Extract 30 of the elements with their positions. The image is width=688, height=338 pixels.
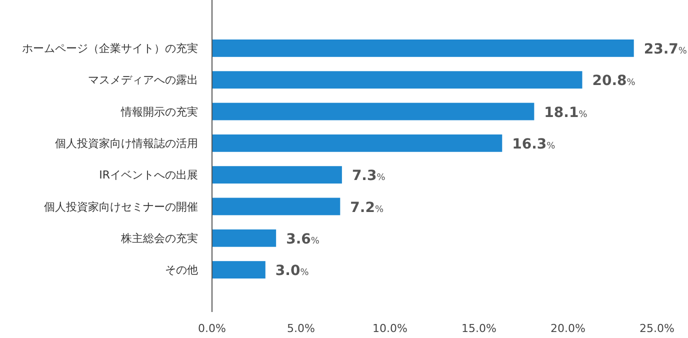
x-tick-label: 25.0% bbox=[640, 322, 674, 335]
data-label: 7.2% bbox=[350, 200, 384, 216]
data-label: 7.3% bbox=[352, 168, 386, 184]
bar bbox=[212, 71, 582, 89]
bar bbox=[212, 102, 534, 120]
x-tick-label: 10.0% bbox=[372, 322, 408, 335]
y-tick-label: マスメディアへの露出 bbox=[88, 74, 198, 87]
bar bbox=[212, 198, 340, 216]
bar bbox=[212, 39, 634, 57]
x-tick-label: 15.0% bbox=[462, 322, 496, 335]
data-label: 23.7% bbox=[644, 42, 688, 58]
data-label: 3.0% bbox=[275, 263, 310, 280]
bar bbox=[212, 166, 342, 184]
y-tick-label: 情報開示の充実 bbox=[120, 105, 198, 118]
y-tick-label: 株主総会の充実 bbox=[120, 232, 198, 245]
data-label: 3.6% bbox=[286, 231, 320, 248]
x-tick-label: 0.0% bbox=[198, 322, 226, 335]
y-tick-label: 個人投資家向けセミナーの開催 bbox=[44, 200, 198, 214]
bar bbox=[212, 261, 266, 279]
data-label: 20.8% bbox=[592, 73, 636, 90]
y-tick-label: その他 bbox=[165, 264, 198, 277]
bar bbox=[212, 229, 276, 247]
data-label: 16.3% bbox=[512, 136, 556, 152]
x-tick-label: 5.0% bbox=[287, 322, 315, 335]
data-label: 18.1% bbox=[544, 104, 588, 121]
bar bbox=[212, 134, 502, 152]
y-tick-label: ホームページ（企業サイト）の充実 bbox=[22, 42, 198, 56]
y-tick-label: 個人投資家向け情報誌の活用 bbox=[55, 137, 198, 150]
x-tick-label: 20.0% bbox=[550, 322, 586, 335]
y-tick-label: IRイベントへの出展 bbox=[99, 168, 198, 182]
